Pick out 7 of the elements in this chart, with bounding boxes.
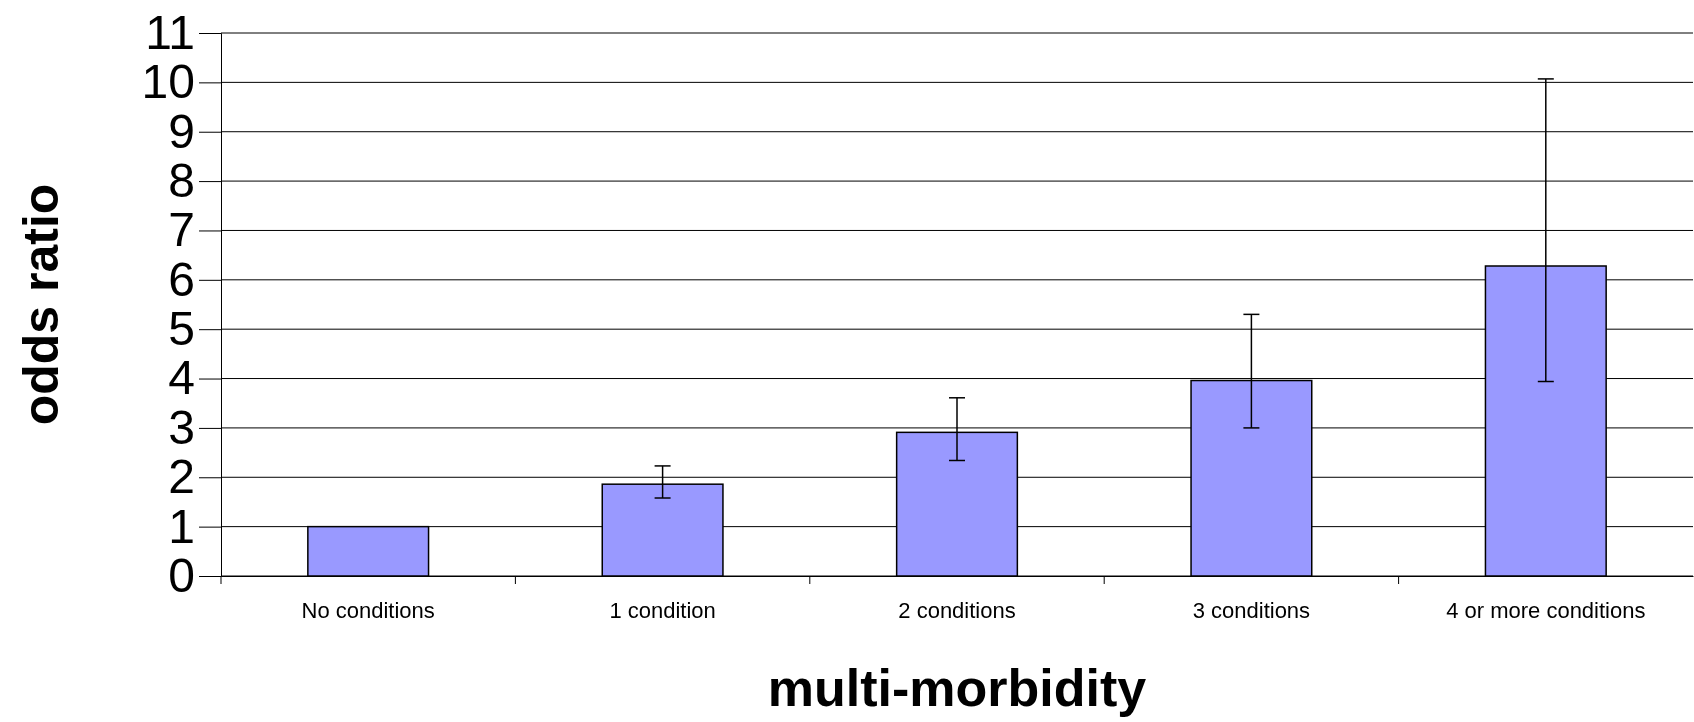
x-tick-label: 2 conditions: [898, 597, 1016, 623]
x-tick-label: 1 condition: [609, 597, 716, 623]
x-tick-label: 3 conditions: [1192, 597, 1311, 623]
x-tick-label: No conditions: [301, 597, 435, 623]
x-tick-label: 4 or more conditions: [1446, 597, 1646, 623]
y-axis-title: odds ratio: [13, 183, 69, 426]
x-axis-title: multi-morbidity: [767, 659, 1147, 717]
